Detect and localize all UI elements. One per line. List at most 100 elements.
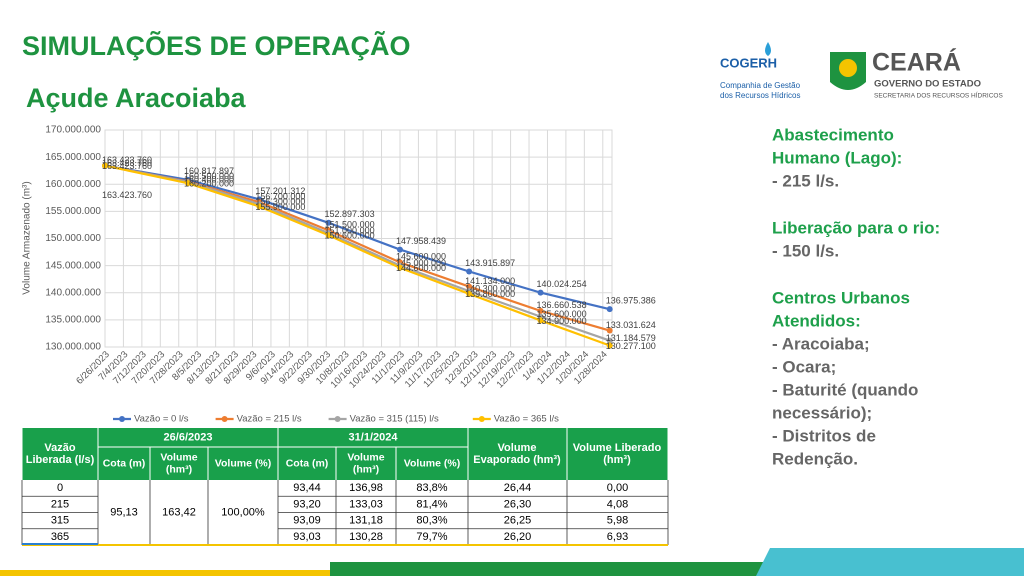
point	[325, 232, 332, 239]
table-cell: 100,00%	[221, 506, 265, 518]
info-heading: Centros Urbanos	[772, 288, 910, 307]
data-label: 151.000.000	[325, 225, 375, 235]
table-cell: 26,20	[504, 531, 532, 543]
table-header: Volume (%)	[215, 457, 271, 469]
data-label: 150.600.000	[325, 231, 375, 241]
info-item: necessário);	[772, 403, 872, 422]
table-cell: 131,18	[349, 515, 383, 527]
table-header-bg	[22, 428, 668, 480]
table-cell: 315	[51, 515, 69, 527]
table-header: (hm³)	[603, 454, 631, 466]
cogerh-drop	[765, 42, 771, 56]
data-label: 160.500.000	[184, 171, 234, 181]
y-tick-label: 165.000.000	[45, 152, 101, 163]
info-heading: Atendidos:	[772, 311, 861, 330]
table-cell: 26,25	[504, 515, 532, 527]
table-cell: 79,7%	[416, 531, 447, 543]
data-label: 152.897.303	[325, 209, 375, 219]
y-tick-label: 155.000.000	[45, 206, 101, 217]
y-axis-label: Volume Armazenado (m³)	[22, 181, 33, 294]
info-item: - Baturité (quando	[772, 380, 918, 399]
table-cell: 93,09	[293, 515, 321, 527]
data-label: 163.423.760	[102, 158, 152, 168]
point	[606, 306, 613, 313]
point	[396, 264, 403, 271]
table-cell: 80,3%	[416, 515, 447, 527]
table-cell: 26,44	[504, 482, 532, 494]
table-cell: 81,4%	[416, 498, 447, 510]
point	[606, 327, 613, 334]
table-header: Volume	[347, 451, 384, 463]
legend-label: Vazão = 365 l/s	[494, 414, 559, 425]
cogerh-sub: dos Recursos Hídricos	[720, 91, 800, 100]
point	[537, 307, 544, 314]
point	[537, 289, 544, 296]
data-label: 163.423.760	[102, 161, 152, 171]
table-header: (hm³)	[353, 463, 379, 475]
table-cell: 133,03	[349, 498, 383, 510]
table-header: Liberada (l/s)	[26, 454, 95, 466]
table-cell: 93,03	[293, 531, 321, 543]
info-item: Redenção.	[772, 449, 858, 468]
table-cell: 6,93	[607, 531, 628, 543]
data-label: 140.024.254	[537, 279, 587, 289]
table-header: Volume	[160, 451, 197, 463]
data-label: 145.000.000	[396, 258, 446, 268]
ceara-sub: GOVERNO DO ESTADO	[874, 79, 981, 90]
table-cell: 136,98	[349, 482, 383, 494]
y-tick-label: 160.000.000	[45, 179, 101, 190]
legend-swatch	[221, 416, 228, 422]
info-item: - 150 l/s.	[772, 241, 839, 260]
y-tick-label: 135.000.000	[45, 315, 101, 326]
data-label: 157.201.312	[255, 186, 305, 196]
series-line	[104, 164, 610, 311]
table-header: Vazão	[44, 442, 75, 454]
point	[466, 283, 473, 290]
y-tick-label: 170.000.000	[45, 125, 101, 136]
series-line	[104, 164, 611, 347]
cogerh-sub: Companhia de Gestão	[720, 81, 801, 90]
legend-label: Vazão = 315 (115) l/s	[350, 414, 439, 425]
data-label: 131.184.579	[606, 333, 656, 343]
y-tick-label: 145.000.000	[45, 260, 101, 271]
data-label: 135.600.000	[537, 309, 587, 319]
table-header: (hm³)	[166, 463, 192, 475]
table-cell: 93,44	[293, 482, 321, 494]
data-label: 140.300.000	[465, 283, 515, 293]
data-label: 141.134.000	[465, 276, 515, 286]
cogerh-logo: COGERH	[720, 55, 777, 70]
table-cell: 83,8%	[416, 482, 447, 494]
table-cell: 130,28	[349, 531, 383, 543]
table-cell: 4,08	[607, 498, 628, 510]
table-header: Volume (%)	[404, 457, 460, 469]
table-header: Cota (m)	[103, 457, 146, 469]
data-label: 156.700.000	[255, 192, 305, 202]
legend-label: Vazão = 0 l/s	[134, 414, 189, 425]
table-cell: 163,42	[162, 506, 196, 518]
slide-subtitle: Açude Aracoiaba	[26, 83, 247, 113]
legend-swatch	[478, 416, 485, 422]
point	[466, 290, 473, 297]
point	[537, 317, 544, 324]
decor	[330, 562, 770, 576]
table-cell: 26,30	[504, 498, 532, 510]
legend-swatch	[119, 416, 125, 422]
point	[466, 268, 473, 275]
decor	[0, 570, 330, 576]
data-label: 147.958.439	[396, 236, 446, 246]
table-cell: 0,00	[607, 482, 628, 494]
ceara-shield-sun	[839, 59, 857, 77]
data-label: 136.975.386	[606, 296, 656, 306]
info-heading: Humano (Lago):	[772, 148, 902, 167]
table-header: Volume	[498, 442, 537, 454]
point	[396, 246, 403, 253]
data-label: 144.600.000	[396, 263, 446, 273]
table-cell: 5,98	[607, 515, 628, 527]
y-tick-label: 130.000.000	[45, 342, 101, 353]
info-item: - Ocara;	[772, 357, 836, 376]
point	[102, 162, 108, 169]
info-item: - Aracoiaba;	[772, 334, 870, 353]
point	[256, 203, 263, 210]
series-line	[104, 164, 611, 342]
